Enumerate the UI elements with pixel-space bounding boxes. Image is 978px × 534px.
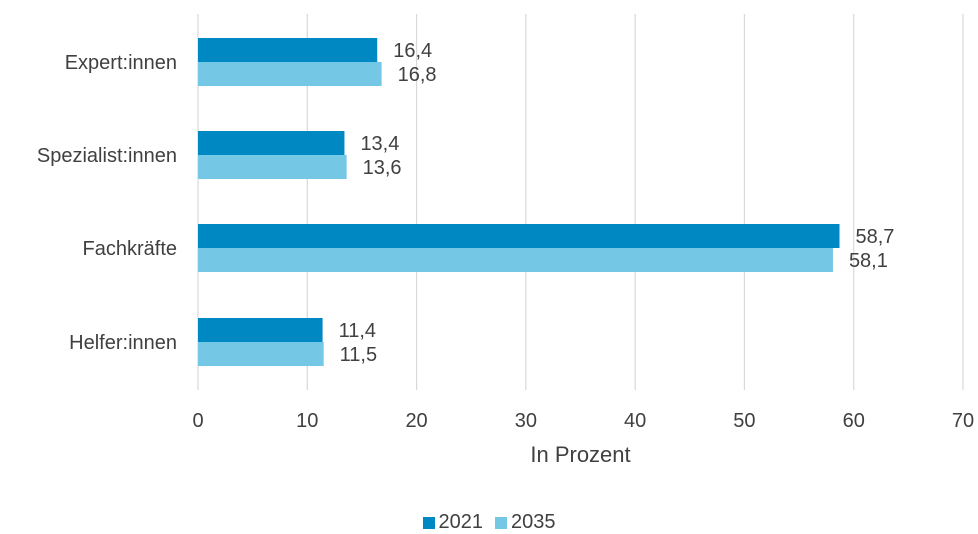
category-label: Spezialist:innen [37, 145, 177, 167]
data-label-2035: 13,6 [363, 157, 402, 179]
x-tick-label: 60 [843, 410, 865, 432]
bar-2035 [198, 62, 382, 86]
legend: 2021 2035 [0, 511, 978, 534]
x-tick-labels: 0 10 20 30 40 50 60 70 [192, 410, 974, 432]
bar-2035 [198, 342, 324, 366]
bar-2021 [198, 318, 323, 342]
bars [198, 38, 840, 366]
data-label-2021: 58,7 [856, 226, 895, 248]
data-label-2035: 11,5 [340, 344, 377, 366]
data-label-2035: 58,1 [849, 250, 888, 272]
x-axis-title: In Prozent [530, 442, 630, 467]
data-label-2021: 11,4 [339, 320, 376, 342]
legend-label-2035: 2035 [511, 511, 556, 533]
data-label-2035: 16,8 [398, 64, 437, 86]
legend-item-2021: 2021 [422, 511, 484, 534]
category-labels: Expert:innen Spezialist:innen Fachkräfte He… [37, 52, 177, 354]
bar-2021 [198, 38, 378, 62]
legend-swatch-2021 [422, 516, 435, 529]
bar-2035 [198, 248, 833, 272]
x-tick-label: 30 [515, 410, 537, 432]
x-tick-label: 40 [624, 410, 646, 432]
bar-2021 [198, 131, 345, 155]
bar-2021 [198, 224, 840, 248]
data-label-2021: 16,4 [393, 40, 432, 62]
legend-swatch-2035 [495, 516, 507, 529]
data-label-2021: 13,4 [360, 133, 399, 155]
bar-2035 [198, 155, 347, 179]
category-label: Helfer:innen [69, 332, 177, 354]
legend-label-2021: 2021 [438, 511, 484, 533]
x-tick-label: 70 [952, 410, 974, 432]
x-tick-label: 10 [296, 410, 318, 432]
data-labels: 16,416,8 13,413,6 58,758,1 11,411,5 [339, 40, 895, 366]
x-tick-label: 20 [405, 410, 427, 432]
category-label: Expert:innen [65, 52, 177, 74]
category-label: Fachkräfte [83, 238, 177, 260]
legend-item-2035: 2035 [495, 511, 556, 534]
x-tick-label: 50 [733, 410, 755, 432]
x-tick-label: 0 [192, 410, 203, 432]
